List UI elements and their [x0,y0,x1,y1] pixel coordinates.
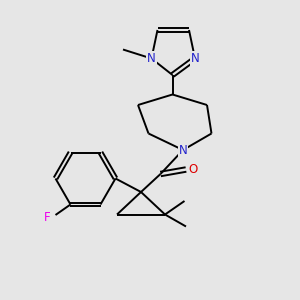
Text: F: F [44,212,50,224]
Text: O: O [189,163,198,176]
Text: N: N [178,143,188,157]
Text: N: N [190,52,200,65]
Text: N: N [147,52,156,65]
